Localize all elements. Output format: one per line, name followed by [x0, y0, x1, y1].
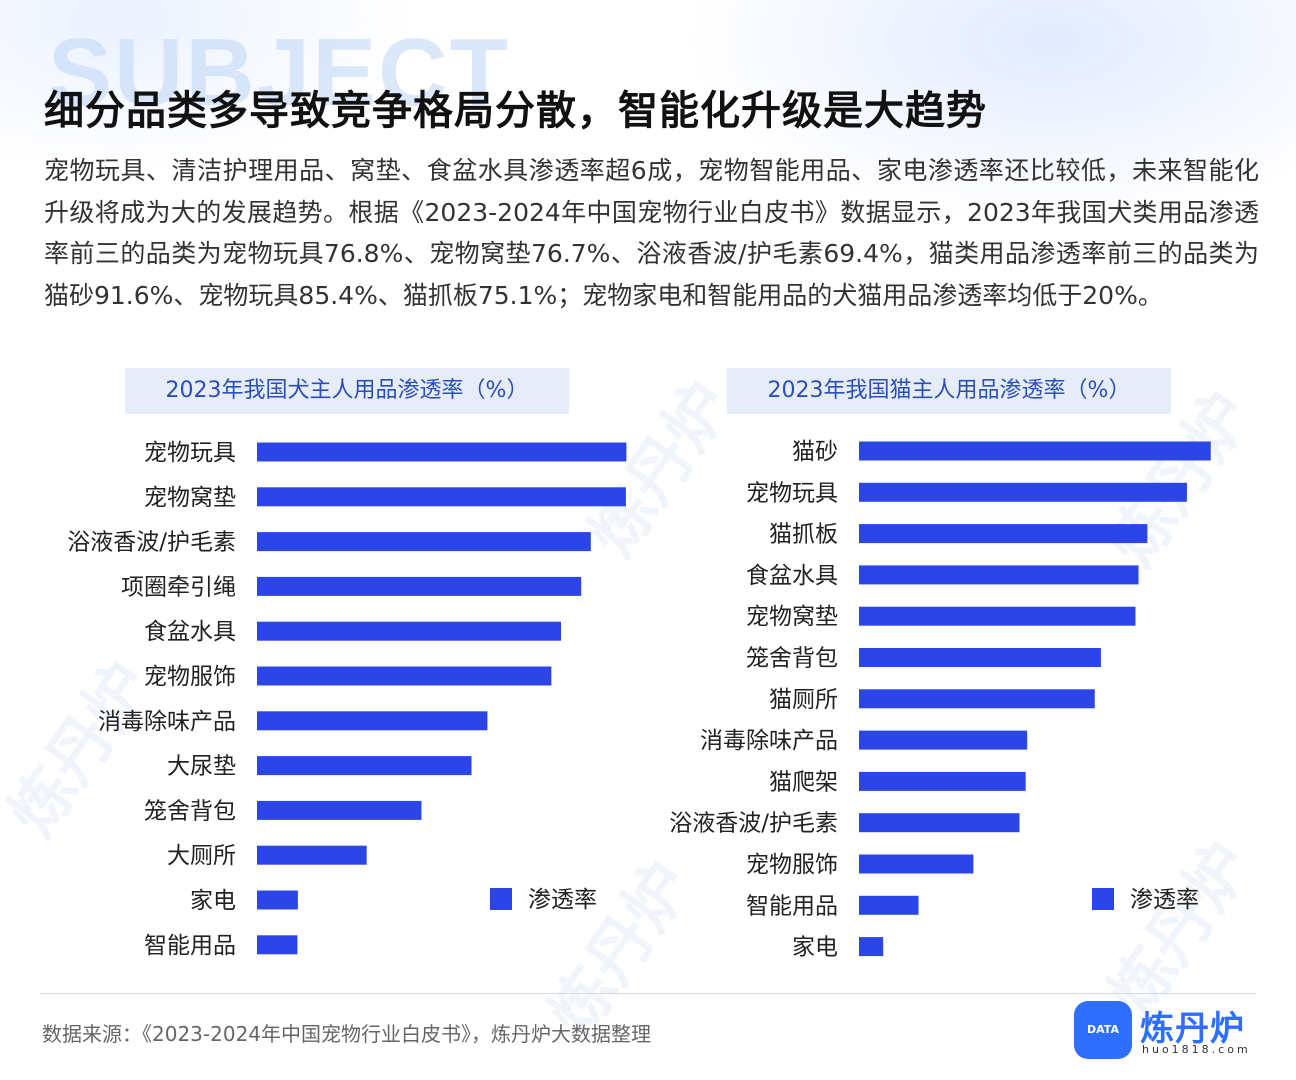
cat-chart-title: 2023年我国猫主人用品渗透率（%） [727, 368, 1171, 414]
cat-bar [859, 482, 1187, 502]
cat-bar [859, 648, 1101, 667]
cat-category-label: 智能用品 [746, 893, 838, 919]
dog-bar [257, 800, 422, 820]
dog-category-label: 大厕所 [167, 843, 236, 869]
cat-category-label: 猫厕所 [769, 687, 838, 713]
cat-category-label: 宠物玩具 [746, 480, 838, 506]
logo-badge-icon: DATA [1074, 1001, 1132, 1059]
brand-logo: DATA 炼丹炉 huo1818.com [1074, 1001, 1274, 1063]
dog-category-label: 宠物玩具 [144, 440, 236, 466]
dog-category-label: 笼舍背包 [144, 798, 236, 824]
dog-category-label: 食盆水具 [144, 619, 236, 645]
cat-bar [859, 813, 1020, 833]
cat-category-label: 宠物窝垫 [746, 604, 838, 630]
cat-category-label: 猫爬架 [769, 769, 838, 795]
cat-category-label: 消毒除味产品 [700, 728, 838, 754]
logo-url: huo1818.com [1142, 1043, 1251, 1056]
dog-bar [257, 487, 626, 507]
dog-category-label: 浴液香波/护毛素 [67, 530, 236, 556]
cat-bar [859, 854, 974, 874]
page-title: 细分品类多导致竞争格局分散，智能化升级是大趋势 [44, 88, 987, 134]
dog-category-label: 宠物服饰 [144, 664, 236, 690]
cat-bar [859, 937, 884, 957]
cat-bar [859, 441, 1211, 461]
dog-category-label: 项圈牵引绳 [121, 574, 236, 600]
cat-category-label: 笼舍背包 [746, 646, 838, 672]
dog-bar [257, 890, 298, 910]
dog-bar [257, 576, 582, 596]
dog-category-label: 大尿垫 [167, 754, 236, 780]
dog-bar [257, 711, 488, 731]
cat-category-label: 宠物服饰 [746, 852, 838, 878]
dog-bar [257, 666, 552, 686]
cat-bar [859, 606, 1136, 626]
logo-name: 炼丹炉 [1140, 1009, 1245, 1049]
dog-legend-label: 渗透率 [528, 887, 597, 913]
footer-divider [40, 993, 1256, 994]
dog-legend-swatch [490, 888, 512, 910]
source-note: 数据来源：《2023-2024年中国宠物行业白皮书》，炼丹炉大数据整理 [42, 1022, 652, 1046]
cat-bar [859, 524, 1148, 544]
dog-bar [257, 935, 298, 955]
cat-category-label: 猫抓板 [769, 522, 838, 548]
cat-category-label: 浴液香波/护毛素 [669, 811, 838, 837]
dog-bar [257, 532, 591, 552]
cat-category-label: 家电 [792, 935, 838, 961]
cat-bar [859, 689, 1095, 709]
cat-bar [859, 730, 1028, 750]
dog-category-label: 消毒除味产品 [98, 709, 236, 735]
description-paragraph: 宠物玩具、清洁护理用品、窝垫、食盆水具渗透率超6成，宠物智能用品、家电渗透率还比… [44, 156, 1259, 310]
dog-bar [257, 845, 367, 865]
cat-legend-swatch [1092, 888, 1114, 910]
subject-watermark: SUBJECT [48, 19, 511, 126]
dog-chart-title: 2023年我国犬主人用品渗透率（%） [125, 368, 569, 414]
dog-bar [257, 442, 627, 462]
dog-bar [257, 756, 472, 776]
dog-category-label: 家电 [190, 888, 236, 914]
cat-legend-label: 渗透率 [1130, 887, 1199, 913]
cat-bar [859, 771, 1026, 791]
dog-category-label: 宠物窝垫 [144, 485, 236, 511]
cat-bar [859, 565, 1139, 585]
dog-category-label: 智能用品 [144, 933, 236, 959]
cat-category-label: 食盆水具 [746, 563, 838, 589]
cat-bar [859, 895, 919, 915]
cat-category-label: 猫砂 [792, 439, 838, 465]
dog-bar [257, 621, 561, 641]
